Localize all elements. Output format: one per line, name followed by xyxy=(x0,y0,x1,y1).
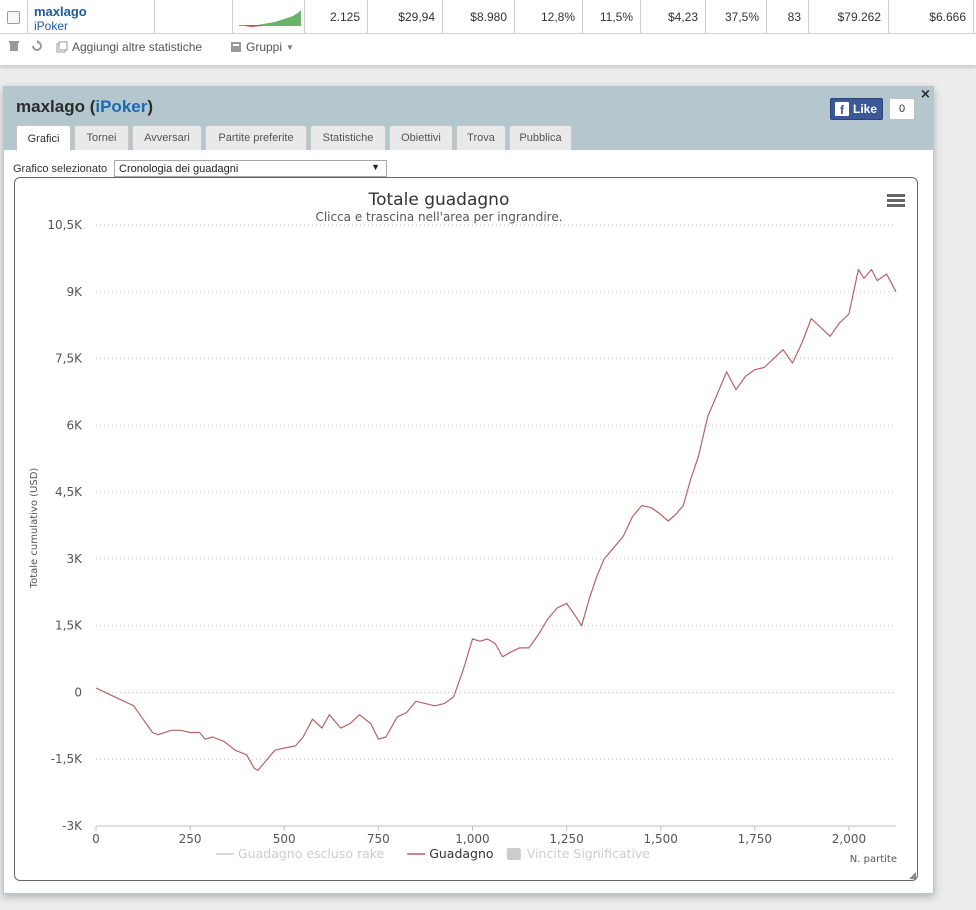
player-cell xyxy=(28,0,155,34)
x-tick-label: 1,500 xyxy=(644,832,678,846)
stat-hands: 2.125 xyxy=(305,0,368,34)
dialog-site-link[interactable]: iPoker xyxy=(95,97,148,116)
stat-value-2: $8.980 xyxy=(443,0,515,34)
facebook-icon: f xyxy=(835,102,849,116)
svg-text:Guadagno escluso rake: Guadagno escluso rake xyxy=(238,846,385,861)
y-tick-label: -3K xyxy=(62,819,83,833)
dialog-header: maxlago (iPoker) f Like 0 × Grafici Torn… xyxy=(4,87,933,151)
player-site-link[interactable]: iPoker xyxy=(34,19,69,33)
svg-text:Guadagno: Guadagno xyxy=(429,846,493,861)
add-stats-button[interactable]: Aggiungi altre statistiche xyxy=(56,40,202,54)
legend-item[interactable]: Guadagno xyxy=(407,846,494,861)
tab-obiettivi[interactable]: Obiettivi xyxy=(389,125,453,150)
stat-value-8: $79.262 xyxy=(809,0,889,34)
stat-value-5: $4,23 xyxy=(641,0,706,34)
winnings-sparkline xyxy=(239,10,301,27)
groups-icon xyxy=(231,42,241,52)
facebook-like-button[interactable]: f Like xyxy=(830,98,883,120)
row-checkbox[interactable] xyxy=(7,11,20,24)
stats-table-row: maxlago iPoker 2.125 $29,94 $8.980 12,8%… xyxy=(0,0,976,34)
chart-subtitle: Clicca e trascina nell'area per ingrandi… xyxy=(315,210,562,224)
player-name-link[interactable]: maxlago xyxy=(34,4,87,19)
y-tick-label: -1,5K xyxy=(51,752,83,766)
stat-value-4: 11,5% xyxy=(583,0,641,34)
x-tick-label: 1,250 xyxy=(549,832,583,846)
chevron-down-icon: ▼ xyxy=(286,42,294,52)
graph-type-select[interactable]: Cronologia dei guadagni ▼ xyxy=(114,160,387,177)
earnings-chart[interactable]: Totale guadagno Clicca e trascina nell'a… xyxy=(15,178,917,880)
dialog-player-name: maxlago xyxy=(16,97,85,116)
dropdown-arrow-icon: ▼ xyxy=(371,162,380,172)
groups-dropdown[interactable]: Gruppi ▼ xyxy=(230,40,294,54)
legend-item[interactable]: Guadagno escluso rake xyxy=(216,846,385,861)
x-tick-label: 250 xyxy=(179,832,202,846)
add-stats-icon xyxy=(56,41,68,53)
y-tick-label: 4,5K xyxy=(55,485,83,499)
x-tick-label: 1,000 xyxy=(455,832,489,846)
tab-statistiche[interactable]: Statistiche xyxy=(310,125,386,150)
trash-icon[interactable] xyxy=(8,40,20,52)
tab-trova[interactable]: Trova xyxy=(456,125,506,150)
chart-title: Totale guadagno xyxy=(368,190,510,210)
dialog-title: maxlago (iPoker) xyxy=(16,97,154,116)
stats-panel: maxlago iPoker 2.125 $29,94 $8.980 12,8%… xyxy=(0,0,976,66)
series-line-guadagno[interactable] xyxy=(95,268,897,772)
like-count: 0 xyxy=(889,98,915,120)
y-tick-label: 6K xyxy=(66,418,83,432)
table-toolbar: Aggiungi altre statistiche Gruppi ▼ xyxy=(0,38,400,60)
tab-tornei[interactable]: Tornei xyxy=(74,125,129,150)
stat-value-6: 37,5% xyxy=(706,0,767,34)
row-checkbox-cell xyxy=(0,0,28,34)
x-tick-label: 2,000 xyxy=(832,832,866,846)
y-tick-label: 10,5K xyxy=(47,218,83,232)
x-tick-label: 750 xyxy=(367,832,390,846)
tab-grafici[interactable]: Grafici xyxy=(16,125,71,151)
chart-container[interactable]: Totale guadagno Clicca e trascina nell'a… xyxy=(14,177,918,881)
groups-label: Gruppi xyxy=(246,40,283,54)
tab-partite-preferite[interactable]: Partite preferite xyxy=(205,125,307,150)
x-tick-label: 500 xyxy=(273,832,296,846)
graph-select-label: Grafico selezionato xyxy=(13,163,108,175)
add-stats-label: Aggiungi altre statistiche xyxy=(72,40,203,54)
stat-value-9: $6.666 xyxy=(889,0,974,34)
legend-item[interactable]: Vincite Significative xyxy=(506,846,650,861)
tab-pubblica[interactable]: Pubblica xyxy=(509,125,572,150)
tab-avversari[interactable]: Avversari xyxy=(132,125,202,150)
y-tick-label: 9K xyxy=(66,285,83,299)
like-label: Like xyxy=(853,102,878,116)
chart-menu-icon[interactable] xyxy=(887,194,905,207)
y-tick-label: 7,5K xyxy=(55,352,83,366)
svg-text:Vincite Significative: Vincite Significative xyxy=(527,846,650,861)
stat-value-7: 83 xyxy=(767,0,809,34)
sparkline-cell xyxy=(233,0,305,34)
stat-value-1: $29,94 xyxy=(368,0,443,34)
y-tick-label: 3K xyxy=(66,552,83,566)
player-dialog: maxlago (iPoker) f Like 0 × Grafici Torn… xyxy=(3,86,934,894)
y-tick-label: 1,5K xyxy=(55,619,83,633)
close-icon[interactable]: × xyxy=(920,87,931,102)
refresh-icon[interactable] xyxy=(31,40,43,52)
y-tick-label: 0 xyxy=(74,685,82,699)
stat-value-3: 12,8% xyxy=(515,0,583,34)
y-axis-label: Totale cumulativo (USD) xyxy=(29,468,40,590)
graph-select-value: Cronologia dei guadagni xyxy=(119,162,239,175)
x-axis-label: N. partite xyxy=(850,854,897,865)
x-tick-label: 0 xyxy=(92,832,100,846)
notes-cell xyxy=(155,0,233,34)
x-tick-label: 1,750 xyxy=(738,832,772,846)
resize-handle[interactable] xyxy=(909,872,916,879)
